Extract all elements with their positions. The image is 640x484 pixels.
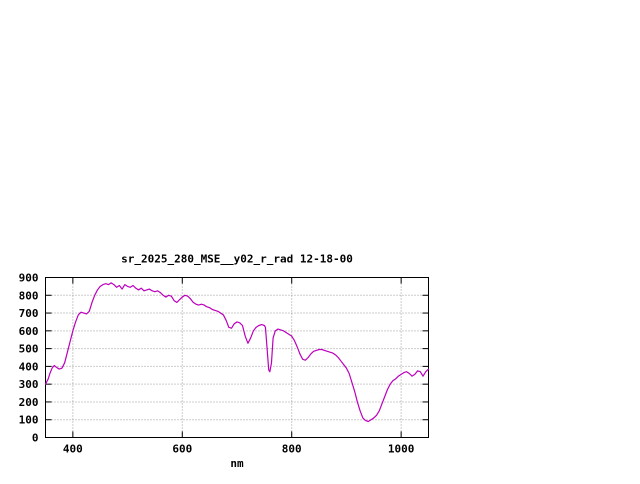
y-tick-label: 600 <box>19 325 39 338</box>
y-tick-label: 900 <box>19 272 39 285</box>
y-tick-label: 200 <box>19 396 39 409</box>
x-tick-label: 400 <box>63 443 83 456</box>
chart-title: sr_2025_280_MSE__y02_r_rad 12-18-00 <box>121 253 353 266</box>
y-tick-label: 0 <box>32 432 39 445</box>
series-line <box>44 282 430 423</box>
plot-border <box>45 277 429 438</box>
x-axis-label: nm <box>230 457 244 470</box>
y-tick-label: 800 <box>19 289 39 302</box>
x-tick-label: 600 <box>172 443 192 456</box>
x-tick-label: 1000 <box>388 443 415 456</box>
y-tick-label: 700 <box>19 307 39 320</box>
y-tick-label: 300 <box>19 378 39 391</box>
y-tick-label: 400 <box>19 360 39 373</box>
y-tick-label: 100 <box>19 414 39 427</box>
x-tick-label: 800 <box>282 443 302 456</box>
y-tick-label: 500 <box>19 343 39 356</box>
